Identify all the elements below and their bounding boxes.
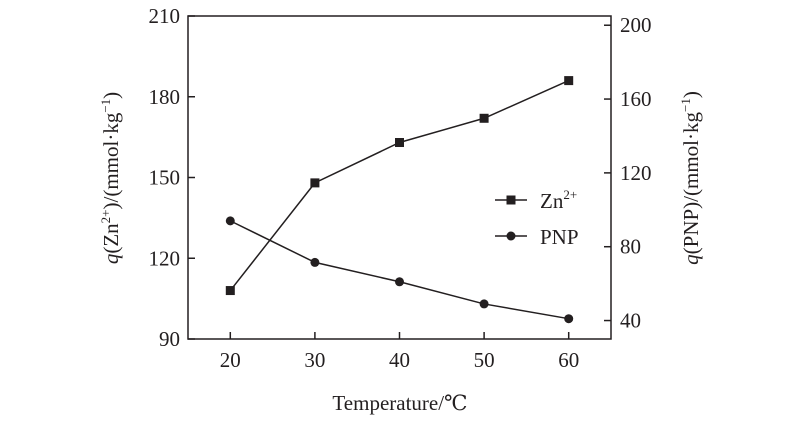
y-right-tick-label: 120 (620, 161, 652, 185)
data-point-pnp (564, 314, 574, 324)
right-axis-title: q(PNP)/(mmol·kg−1) (678, 91, 703, 265)
legend-item-pnp: PNP (495, 225, 579, 249)
y-left-tick-label: 210 (149, 4, 181, 28)
legend-label-zn-sup: 2+ (563, 187, 577, 202)
data-point-pnp (395, 277, 404, 287)
data-point-zn (225, 286, 235, 296)
legend-item-zn: Zn2+ (495, 187, 577, 213)
data-point-zn (310, 178, 320, 188)
series-line-zn (229, 79, 570, 292)
right-axis-title-post: (PNP)/(mmol·kg (679, 112, 703, 255)
y-left-tick-label: 180 (149, 85, 181, 109)
right-axis-title-unit-sup: −1 (678, 98, 693, 112)
left-axis-title-pre: (Zn (99, 223, 123, 254)
legend-label-zn: Zn2+ (540, 187, 577, 213)
y-left-tick-label: 120 (149, 246, 181, 270)
legend-label-pnp: PNP (540, 225, 579, 249)
left-axis-title-post: )/(mmol·kg (99, 112, 123, 209)
data-point-zn (479, 113, 489, 123)
left-axis-title-close: ) (99, 92, 123, 99)
left-axis-title-sup: 2+ (98, 210, 113, 224)
data-point-pnp (310, 257, 320, 267)
left-axis-title-base: q (99, 253, 123, 264)
x-tick-label: 40 (389, 348, 410, 372)
data-point-pnp (225, 216, 235, 226)
y-right-tick-label: 40 (620, 309, 641, 333)
legend-marker-zn (506, 195, 516, 205)
y-right-tick-label: 200 (620, 13, 652, 37)
legend-marker-pnp (506, 231, 516, 241)
x-axis-title: Temperature/℃ (332, 391, 467, 415)
left-axis-title: q(Zn2+)/(mmol·kg−1) (98, 92, 123, 264)
series-layer (225, 76, 574, 324)
y-left-tick-label: 150 (149, 166, 181, 190)
left-axis-title-unit-sup: −1 (98, 99, 113, 113)
right-axis-title-close: ) (679, 91, 703, 98)
x-tick-label: 20 (220, 348, 241, 372)
y-right-tick-label: 80 (620, 235, 641, 259)
x-tick-label: 50 (474, 348, 495, 372)
y-right-tick-label: 160 (620, 87, 652, 111)
right-axis-title-base: q (679, 254, 703, 265)
x-tick-label: 60 (558, 348, 579, 372)
ticks-layer: 20 30 40 50 60 90 120 150 180 210 40 80 120 160 200 (149, 4, 652, 372)
legend-label-zn-base: Zn (540, 189, 564, 213)
plot-frame (187, 15, 612, 340)
data-point-zn (395, 138, 404, 148)
x-tick-label: 30 (304, 348, 325, 372)
data-point-pnp (479, 299, 489, 309)
y-left-tick-label: 90 (159, 327, 180, 351)
data-point-zn (564, 76, 574, 86)
legend: Zn2+ PNP (495, 187, 579, 249)
